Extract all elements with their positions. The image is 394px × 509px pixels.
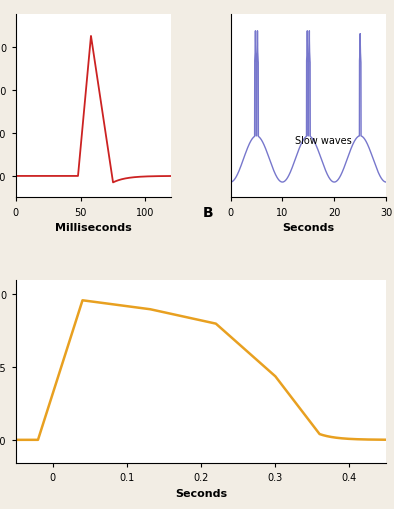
Text: B: B (203, 206, 213, 219)
Text: Slow waves: Slow waves (296, 136, 352, 146)
X-axis label: Seconds: Seconds (175, 488, 227, 498)
X-axis label: Seconds: Seconds (282, 222, 335, 233)
X-axis label: Milliseconds: Milliseconds (55, 222, 132, 233)
